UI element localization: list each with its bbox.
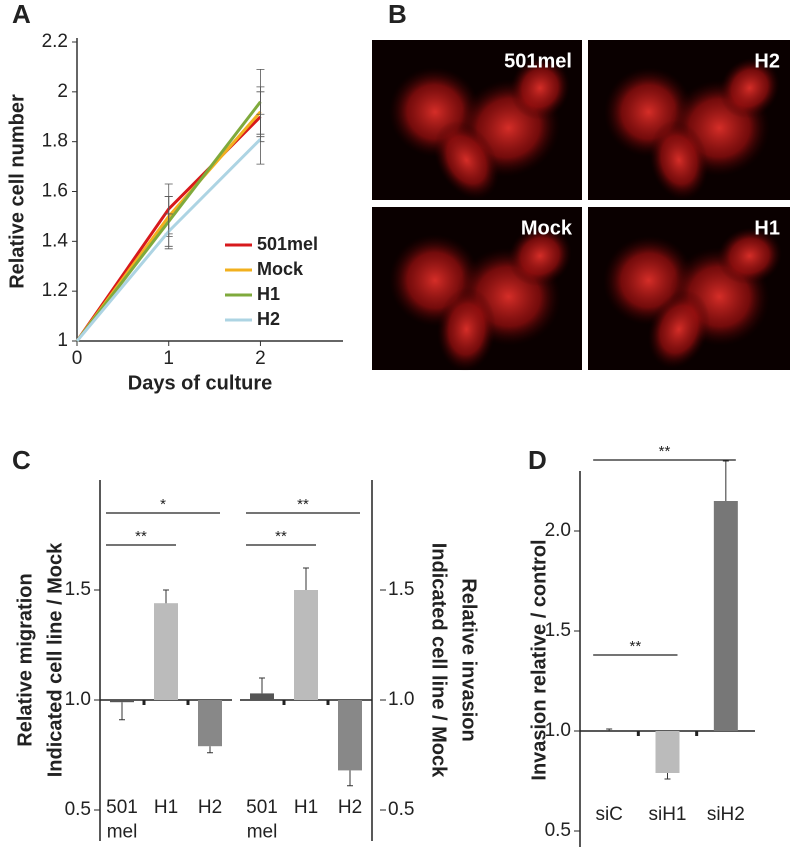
panel-letter: B — [388, 0, 407, 29]
error-bar — [303, 567, 309, 590]
significance-label: * — [160, 496, 166, 513]
image-label: H1 — [754, 217, 780, 239]
y-tick-label: 0.5 — [545, 820, 571, 841]
y-tick-label: 1.5 — [388, 579, 414, 600]
x-tick-label: H2 — [198, 797, 222, 818]
bar — [338, 700, 362, 771]
image-label: H2 — [754, 50, 780, 72]
y-tick-label: 1.2 — [42, 280, 68, 301]
y-tick-label: 1.5 — [545, 620, 571, 641]
legend-label: H1 — [257, 284, 280, 304]
panel-letter: D — [528, 445, 547, 475]
error-bar — [259, 677, 265, 694]
error-bar — [164, 213, 173, 250]
legend-label: 501mel — [257, 234, 318, 254]
x-tick-label: siH2 — [707, 804, 745, 825]
x-tick-label: 501 mel — [106, 797, 138, 843]
y-tick-label: 1.0 — [65, 689, 91, 710]
bar — [154, 603, 178, 700]
cell — [647, 290, 710, 369]
significance-label: ** — [659, 443, 671, 460]
x-tick-label: H2 — [338, 797, 362, 818]
cell — [649, 120, 709, 200]
panel-letter: C — [12, 445, 31, 475]
x-tick-label: H1 — [294, 797, 318, 818]
bar — [110, 700, 134, 703]
y-tick-label: 2.2 — [42, 31, 68, 52]
significance-label: ** — [275, 528, 287, 545]
y-tick-label: 1.0 — [388, 689, 414, 710]
y-axis-label: Invasion relative / control — [528, 539, 550, 780]
cell — [719, 57, 780, 119]
cell — [433, 120, 500, 200]
error-bar — [606, 728, 613, 731]
legend-label: H2 — [257, 309, 280, 329]
image-label: 501mel — [504, 50, 572, 72]
y-tick-label: 2.0 — [545, 520, 571, 541]
error-bar — [207, 746, 213, 754]
x-tick-label: 1 — [163, 348, 174, 369]
y-axis-label: Relative invasion — [458, 578, 480, 741]
significance-label: ** — [135, 528, 147, 545]
x-tick-label: 501 mel — [246, 797, 278, 843]
x-tick-label: siC — [595, 804, 622, 825]
cell — [437, 287, 496, 372]
x-tick-label: 0 — [72, 348, 83, 369]
y-tick-label: 0.5 — [65, 799, 91, 820]
y-tick-label: 1.0 — [545, 720, 571, 741]
image-label: Mock — [521, 217, 573, 239]
y-tick-label: 1.5 — [65, 579, 91, 600]
x-tick-label: siH1 — [648, 804, 686, 825]
y-tick-label: 2 — [57, 81, 68, 102]
y-tick-label: 1 — [57, 330, 68, 351]
bar — [198, 700, 222, 747]
legend-label: Mock — [257, 259, 304, 279]
bar — [655, 731, 680, 773]
cell — [717, 227, 782, 285]
panel-letter: A — [12, 0, 31, 29]
bar — [713, 501, 738, 731]
error-bar — [722, 460, 729, 501]
y-axis-label: Relative cell number — [6, 94, 28, 289]
y-axis-label: Indicated cell line / Mock — [44, 542, 66, 777]
y-tick-label: 1.4 — [42, 230, 69, 251]
cell — [508, 225, 572, 287]
y-tick-label: 0.5 — [388, 799, 414, 820]
error-bar — [347, 770, 353, 787]
y-axis-label: Indicated cell line / Mock — [428, 543, 450, 778]
x-tick-label: H1 — [154, 797, 178, 818]
bar — [294, 590, 318, 700]
y-axis-label: Relative migration — [14, 573, 36, 746]
x-tick-label: 2 — [255, 348, 266, 369]
error-bar — [163, 589, 169, 604]
x-axis-label: Days of culture — [128, 372, 272, 394]
y-tick-label: 1.6 — [42, 181, 68, 202]
error-bar — [256, 113, 265, 165]
y-tick-label: 1.8 — [42, 131, 68, 152]
error-bar — [119, 702, 125, 721]
significance-label: ** — [297, 496, 309, 513]
bar — [250, 693, 274, 700]
significance-label: ** — [629, 638, 641, 655]
error-bar — [664, 773, 671, 780]
cell — [510, 56, 570, 120]
